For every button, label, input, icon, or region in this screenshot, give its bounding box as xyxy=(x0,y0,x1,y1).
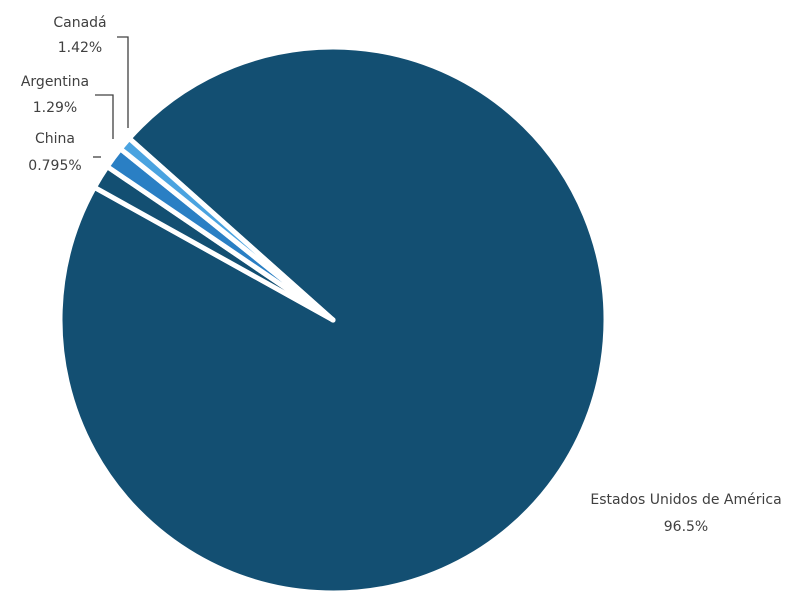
pie-slices xyxy=(57,44,609,596)
label-value-china: 0.795% xyxy=(28,158,81,174)
label-name-canada: Canadá xyxy=(53,15,106,31)
slice-labels: Estados Unidos de América 96.5% Canadá 1… xyxy=(21,15,782,535)
label-name-estados-unidos: Estados Unidos de América xyxy=(590,492,781,508)
slice-china xyxy=(117,135,336,323)
label-name-china: China xyxy=(35,131,75,147)
label-value-canada: 1.42% xyxy=(58,40,102,56)
label-value-estados-unidos: 96.5% xyxy=(664,519,708,535)
leader-canada xyxy=(117,36,129,128)
leader-argentina xyxy=(95,94,114,139)
label-value-argentina: 1.29% xyxy=(33,100,77,116)
leader-lines xyxy=(93,36,129,158)
label-name-argentina: Argentina xyxy=(21,74,89,90)
